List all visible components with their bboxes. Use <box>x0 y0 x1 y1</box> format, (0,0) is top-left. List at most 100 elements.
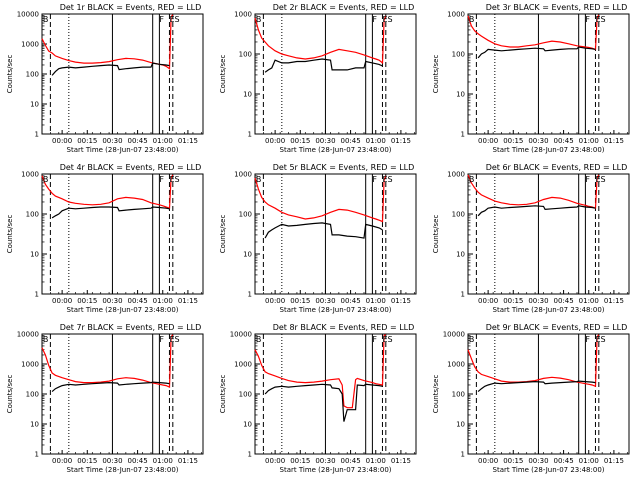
x-tick-label: 00:00 <box>265 297 285 305</box>
x-tick-label: 00:30 <box>102 137 122 145</box>
time-marker-label: F <box>159 335 164 344</box>
detector-chart-6: Det 6r BLACK = Events, RED = LLD 1 10 100 10… <box>432 163 630 314</box>
series-line-lld <box>254 15 387 65</box>
y-tick-label: 1000 <box>234 171 252 179</box>
chart-title: Det 2r BLACK = Events, RED = LLD <box>273 3 415 12</box>
x-tick-label: 00:00 <box>478 457 498 465</box>
y-tick-label: 100 <box>452 211 465 219</box>
chart-title: Det 8r BLACK = Events, RED = LLD <box>273 323 415 332</box>
detector-chart-3: Det 3r BLACK = Events, RED = LLD 1 10 100 10… <box>432 3 630 154</box>
time-marker-label: F <box>372 15 377 24</box>
x-tick-label: 00:00 <box>478 297 498 305</box>
series-line-events <box>264 383 383 422</box>
plot-frame <box>254 173 417 295</box>
time-marker-label: F <box>585 15 590 24</box>
detector-chart-4: Det 4r BLACK = Events, RED = LLD 1 10 100 10… <box>6 163 204 314</box>
time-marker-label: ES <box>595 175 605 184</box>
x-tick-label: 00:45 <box>128 137 148 145</box>
time-marker-label: B <box>469 15 475 24</box>
x-tick-label: 00:15 <box>290 457 310 465</box>
detector-chart-1: Det 1r BLACK = Events, RED = LLD 1 10 100 10… <box>6 3 204 154</box>
y-tick-label: 100 <box>239 211 252 219</box>
detector-chart-7: Det 7r BLACK = Events, RED = LLD 1 10 100 10… <box>6 323 204 474</box>
x-tick-label: 00:30 <box>102 297 122 305</box>
time-marker-label: B <box>43 335 49 344</box>
chart-title: Det 6r BLACK = Events, RED = LLD <box>486 163 628 172</box>
x-tick-label: 01:00 <box>579 457 599 465</box>
x-tick-label: 00:45 <box>341 457 361 465</box>
series-line-lld <box>467 14 600 51</box>
x-tick-label: 00:15 <box>503 137 523 145</box>
chart-title: Det 4r BLACK = Events, RED = LLD <box>60 163 202 172</box>
x-axis-label: Start Time (28-Jun-07 23:48:00) <box>67 466 179 474</box>
series-line-lld <box>41 334 174 389</box>
y-tick-label: 10000 <box>17 11 39 19</box>
plot-frame <box>254 13 417 135</box>
x-tick-label: 00:45 <box>554 137 574 145</box>
y-tick-label: 10000 <box>230 331 252 339</box>
y-tick-label: 10000 <box>443 331 465 339</box>
time-marker-label: F <box>372 175 377 184</box>
time-marker-label: B <box>256 335 261 344</box>
y-tick-label: 1 <box>248 131 252 139</box>
time-marker-label: ES <box>382 15 392 24</box>
x-tick-label: 00:30 <box>102 457 122 465</box>
y-tick-label: 1 <box>248 291 252 299</box>
x-tick-label: 00:00 <box>265 137 285 145</box>
y-tick-label: 10000 <box>17 331 39 339</box>
y-tick-label: 1000 <box>447 11 465 19</box>
time-marker-label: B <box>256 175 261 184</box>
x-tick-label: 00:45 <box>341 297 361 305</box>
time-marker-label: ES <box>169 335 179 344</box>
x-tick-label: 01:15 <box>391 457 411 465</box>
series-line-lld <box>41 174 174 210</box>
time-marker-label: F <box>159 175 164 184</box>
y-tick-label: 100 <box>452 51 465 59</box>
y-tick-label: 1000 <box>21 171 39 179</box>
time-marker-label: F <box>585 175 590 184</box>
time-marker-label: B <box>43 175 49 184</box>
time-marker-label: B <box>256 15 261 24</box>
x-tick-label: 01:15 <box>178 297 198 305</box>
x-tick-label: 00:45 <box>128 297 148 305</box>
time-marker-label: B <box>469 335 475 344</box>
y-tick-label: 1000 <box>447 171 465 179</box>
y-tick-label: 10 <box>243 251 252 259</box>
x-tick-label: 00:00 <box>478 137 498 145</box>
x-tick-label: 00:15 <box>290 297 310 305</box>
y-axis-label: Counts/sec <box>219 55 227 94</box>
y-tick-label: 1000 <box>234 11 252 19</box>
y-tick-label: 10 <box>243 91 252 99</box>
x-tick-label: 01:00 <box>366 297 386 305</box>
plot-frame <box>41 173 204 295</box>
x-axis-label: Start Time (28-Jun-07 23:48:00) <box>280 306 392 314</box>
series-line-events <box>51 62 170 76</box>
plot-frame <box>41 13 204 135</box>
y-axis-label: Counts/sec <box>6 215 14 254</box>
y-tick-label: 100 <box>26 71 39 79</box>
x-tick-label: 01:15 <box>604 137 624 145</box>
series-line-events <box>264 222 383 239</box>
x-axis-label: Start Time (28-Jun-07 23:48:00) <box>67 306 179 314</box>
chart-title: Det 1r BLACK = Events, RED = LLD <box>60 3 202 12</box>
y-axis-label: Counts/sec <box>219 215 227 254</box>
x-axis-label: Start Time (28-Jun-07 23:48:00) <box>493 146 605 154</box>
x-tick-label: 00:15 <box>503 297 523 305</box>
y-tick-label: 10 <box>30 251 39 259</box>
time-marker-label: F <box>372 335 377 344</box>
y-axis-label: Counts/sec <box>432 215 440 254</box>
y-tick-label: 1 <box>35 291 39 299</box>
y-tick-label: 100 <box>26 211 39 219</box>
time-marker-label: ES <box>382 175 392 184</box>
plot-frame <box>41 333 204 455</box>
x-tick-label: 01:15 <box>178 137 198 145</box>
y-tick-label: 1000 <box>447 361 465 369</box>
chart-title: Det 7r BLACK = Events, RED = LLD <box>60 323 202 332</box>
series-line-events <box>264 58 383 73</box>
x-tick-label: 00:00 <box>52 297 72 305</box>
y-tick-label: 1 <box>35 451 39 459</box>
time-marker-label: B <box>469 175 475 184</box>
x-axis-label: Start Time (28-Jun-07 23:48:00) <box>280 466 392 474</box>
x-tick-label: 00:45 <box>341 137 361 145</box>
series-line-lld <box>254 175 387 223</box>
